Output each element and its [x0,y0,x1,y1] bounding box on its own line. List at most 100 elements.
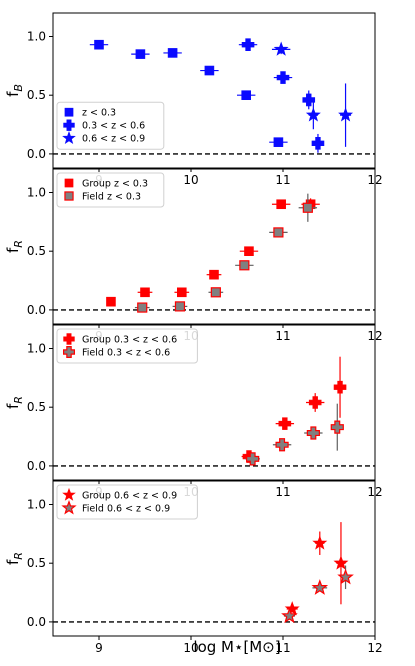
series-2 [245,403,344,466]
x-tick-label: 9 [95,641,103,655]
legend-label: Field 0.3 < z < 0.6 [82,348,170,359]
data-point [241,90,251,100]
y-tick-label: 0.5 [27,244,46,258]
data-point [276,71,290,84]
y-tick-label: 1.0 [27,341,46,355]
y-tick-label: 0.5 [27,88,46,102]
data-point [276,199,286,210]
legend-marker [62,487,76,501]
data-point [333,380,347,394]
data-point [246,452,260,466]
y-tick-label: 1.0 [27,29,46,43]
y-axis-label: fR [4,240,25,253]
x-tick-label: 10 [183,641,198,655]
y-tick-label: 0.0 [27,303,46,317]
data-point [241,38,255,52]
data-point [177,287,187,298]
y-axis-label: fB [4,84,25,97]
y-tick-label: 1.0 [27,185,46,199]
legend-label: Field z < 0.3 [82,192,141,203]
y-axis-label: fR [4,396,25,409]
legend-marker [63,119,75,131]
legend-label: 0.3 < z < 0.6 [82,121,145,132]
legend-marker [63,346,75,358]
y-tick-label: 0.5 [27,400,46,414]
legend-marker [64,107,74,117]
legend-label: 0.6 < z < 0.9 [82,134,145,145]
legend-marker [64,191,74,201]
y-tick-label: 0.0 [27,459,46,473]
legend-marker [61,499,77,515]
plot-frame [52,12,376,169]
y-tick-label: 0.5 [27,556,46,570]
data-point [244,246,254,256]
legend-box [56,172,165,208]
legend-box [56,484,198,520]
legend-marker [62,131,76,145]
legend: Group 0.3 < z < 0.6 Field 0.3 < z < 0.6 [56,328,198,364]
data-point [330,420,344,434]
data-point [302,93,316,107]
data-point [311,137,325,150]
data-point [284,601,300,616]
data-point [239,260,250,271]
x-tick-label: 11 [275,485,290,499]
series-1 [89,39,288,147]
data-point [273,137,284,147]
panel-4: 9 10 11 12 0.0 0.5 1.0 fR Group 0.6 < z < 0.9 Fie… [4,480,383,655]
data-point [209,269,219,280]
y-tick-label: 0.0 [27,147,46,161]
x-tick-label: 12 [367,641,382,655]
data-point [302,202,313,213]
data-point [338,107,354,122]
series-3 [271,41,354,147]
data-point [281,607,298,624]
legend-marker [64,178,74,188]
plot-frame [52,168,376,325]
series-2 [134,193,318,313]
legend-label: Field 0.6 < z < 0.9 [82,504,170,515]
legend-label: Group z < 0.3 [82,179,148,190]
data-point [333,555,349,570]
x-tick-label: 11 [275,641,290,655]
data-point [167,48,178,58]
data-point [306,426,320,440]
legend: z < 0.3 0.3 < z < 0.6 0.6 < z < 0.9 [56,101,165,150]
series-2 [281,565,354,624]
data-point [140,287,150,298]
data-point [210,287,221,298]
series-1 [241,356,347,463]
data-point [174,301,186,312]
plot-frame [52,480,376,637]
x-axis-label: log M⋆[M⊙] [193,638,280,656]
series-2 [238,38,325,153]
legend-marker [63,333,75,345]
y-tick-label: 0.0 [27,615,46,629]
x-tick-label: 11 [275,329,290,343]
data-point [273,41,289,56]
legend-box [56,328,198,364]
legend: Group z < 0.3 Field z < 0.3 [56,172,165,208]
y-tick-label: 1.0 [27,497,46,511]
y-axis-label: fR [4,552,25,565]
series-1 [284,522,349,616]
data-point [308,396,322,409]
data-point [94,39,104,50]
plot-frame [52,324,376,481]
data-point [204,65,215,76]
data-point [305,107,321,122]
legend-box [56,101,165,150]
data-point [137,302,148,313]
data-point [275,438,289,452]
legend-label: Group 0.6 < z < 0.9 [82,491,177,502]
data-point [278,417,292,430]
data-point [135,49,146,59]
x-tick-label: 11 [275,173,290,187]
legend: Group 0.6 < z < 0.9 Field 0.6 < z < 0.9 [56,484,198,520]
legend-label: z < 0.3 [82,108,116,119]
data-point [106,296,116,307]
